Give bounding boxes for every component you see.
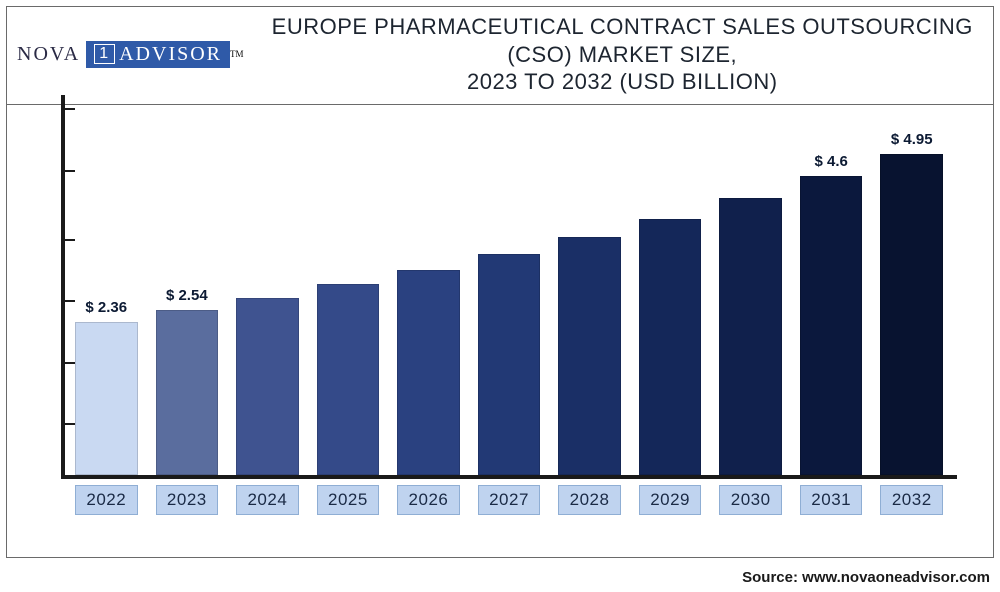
bar-value-label: $ 2.36 — [69, 299, 144, 316]
chart-title: Europe Pharmaceutical Contract Sales Out… — [262, 13, 983, 96]
x-labels-row: 2022 2023 2024 2025 2026 2027 2028 2029 2030 2031… — [61, 485, 957, 515]
logo-right: ADVISOR — [119, 43, 222, 66]
bar-column — [558, 237, 621, 475]
title-line-1: Europe Pharmaceutical Contract Sales Out… — [262, 13, 983, 68]
bar — [639, 219, 702, 475]
bar-value-label: $ 4.6 — [794, 153, 869, 170]
bar — [800, 176, 863, 475]
header: NOVA 1 ADVISOR TM Europe Pharmaceutical … — [7, 7, 993, 105]
x-axis-label: 2029 — [639, 485, 702, 515]
bar — [397, 270, 460, 475]
logo-left: NOVA — [17, 43, 86, 66]
logo-box-digit: 1 — [94, 44, 115, 64]
x-axis-label: 2030 — [719, 485, 782, 515]
logo-tm: TM — [230, 49, 244, 59]
chart-frame: NOVA 1 ADVISOR TM Europe Pharmaceutical … — [6, 6, 994, 558]
bar — [478, 254, 541, 475]
bar — [236, 298, 299, 475]
bar — [75, 322, 138, 475]
x-axis — [61, 475, 957, 479]
bar-column — [478, 254, 541, 475]
bar-column: $ 4.6 — [800, 176, 863, 475]
bars-container: $ 2.36 $ 2.54 $ 4.6 $ 4.95 — [61, 95, 957, 475]
bar — [719, 198, 782, 475]
bar-value-label: $ 4.95 — [874, 131, 949, 148]
x-axis-label: 2024 — [236, 485, 299, 515]
source-attribution: Source: www.novaoneadvisor.com — [742, 569, 990, 586]
x-axis-label: 2027 — [478, 485, 541, 515]
bar — [156, 310, 219, 475]
x-axis-label: 2022 — [75, 485, 138, 515]
brand-logo: NOVA 1 ADVISOR TM — [17, 41, 244, 68]
bar — [880, 154, 943, 475]
bar — [317, 284, 380, 475]
bar-value-label: $ 2.54 — [149, 287, 224, 304]
logo-badge: 1 ADVISOR — [86, 41, 230, 68]
x-axis-label: 2026 — [397, 485, 460, 515]
title-line-2: 2023 to 2032 (USD Billion) — [262, 68, 983, 96]
bar-column — [397, 270, 460, 475]
chart-area: $ 2.36 $ 2.54 $ 4.6 $ 4.95 2022 2023 2024 2025… — [61, 95, 957, 515]
bar-column — [639, 219, 702, 475]
bar-column — [236, 298, 299, 475]
x-axis-label: 2031 — [800, 485, 863, 515]
x-axis-label: 2028 — [558, 485, 621, 515]
bar-column: $ 4.95 — [880, 154, 943, 475]
bar-column: $ 2.36 — [75, 322, 138, 475]
bar-column — [719, 198, 782, 475]
bar-column: $ 2.54 — [156, 310, 219, 475]
x-axis-label: 2032 — [880, 485, 943, 515]
bar-column — [317, 284, 380, 475]
x-axis-label: 2025 — [317, 485, 380, 515]
x-axis-label: 2023 — [156, 485, 219, 515]
bar — [558, 237, 621, 475]
